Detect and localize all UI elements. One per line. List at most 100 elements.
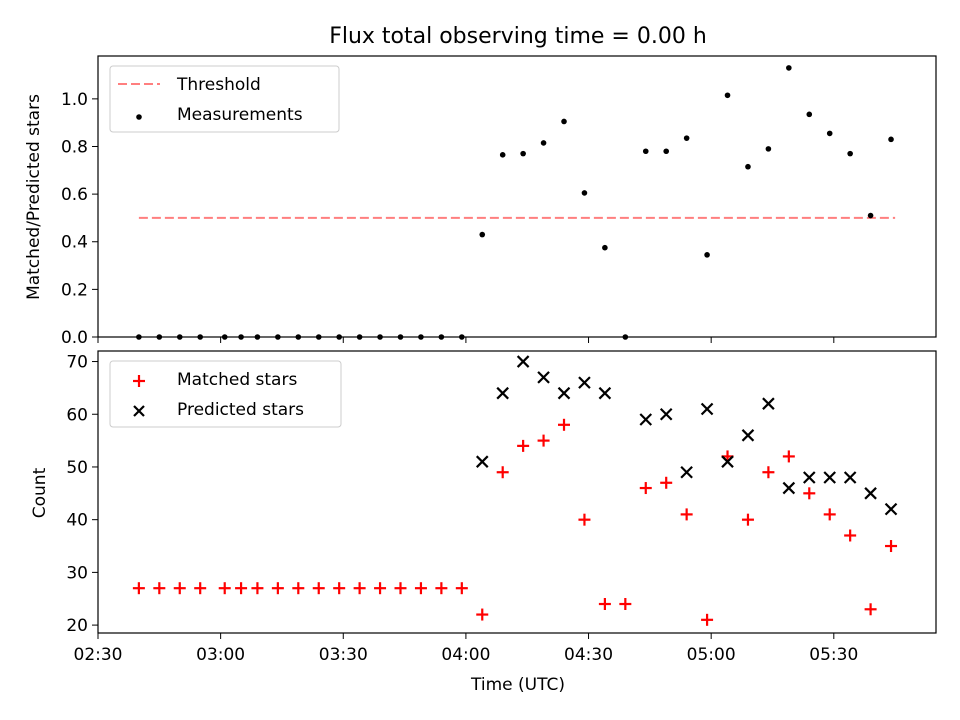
matched-star-point bbox=[476, 608, 489, 621]
measurement-point bbox=[847, 150, 853, 157]
measurement-point bbox=[561, 118, 567, 125]
chart-title: Flux total observing time = 0.00 h bbox=[329, 24, 707, 49]
matched-star-point bbox=[680, 508, 693, 521]
matched-star-point bbox=[194, 582, 207, 595]
matched-star-point bbox=[537, 434, 550, 447]
matched-star-point bbox=[823, 508, 836, 521]
matched-star-point bbox=[173, 582, 186, 595]
matched-star-point bbox=[701, 613, 714, 626]
predicted-star-point bbox=[537, 371, 550, 384]
measurement-point bbox=[888, 136, 894, 143]
predicted-star-point bbox=[721, 455, 734, 468]
bottom-x-tick-label: 05:00 bbox=[687, 645, 736, 665]
top-legend: Threshold Measurements bbox=[109, 65, 340, 133]
predicted-star-point bbox=[557, 386, 571, 400]
matched-star-point bbox=[762, 466, 775, 479]
predicted-star-point bbox=[864, 487, 877, 500]
top-y-tick-label: 0.0 bbox=[61, 328, 88, 348]
predicted-star-point bbox=[578, 376, 591, 389]
bottom-y-tick-label: 20 bbox=[66, 616, 88, 636]
predicted-star-point bbox=[496, 386, 509, 400]
bottom-y-axis-label: Count bbox=[30, 467, 50, 518]
top-y-tick-label: 0.4 bbox=[61, 233, 88, 253]
top-plot-frame bbox=[97, 55, 937, 338]
matched-star-point bbox=[803, 487, 816, 500]
top-legend-frame bbox=[109, 65, 340, 133]
top-y-axis-label: Matched/Predicted stars bbox=[24, 94, 44, 300]
top-x-ticks bbox=[97, 337, 835, 343]
top-y-tick-label: 0.8 bbox=[61, 137, 88, 157]
legend-measurements-swatch bbox=[136, 114, 142, 120]
bottom-y-tick-label: 30 bbox=[66, 563, 88, 583]
matched-star-point bbox=[517, 439, 530, 452]
matched-star-point bbox=[496, 466, 509, 479]
measurement-point bbox=[581, 190, 588, 196]
predicted-star-point bbox=[803, 471, 816, 484]
matched-star-point bbox=[132, 582, 145, 595]
measurement-point bbox=[602, 244, 608, 251]
bottom-x-tick-label: 04:00 bbox=[441, 645, 490, 665]
matched-star-point bbox=[353, 582, 366, 595]
measurement-point bbox=[642, 148, 649, 155]
matched-star-point bbox=[578, 513, 591, 526]
matched-star-point bbox=[251, 582, 264, 595]
measurement-point bbox=[765, 146, 772, 152]
matched-star-point bbox=[374, 582, 387, 595]
matched-star-point bbox=[558, 418, 571, 431]
measurement-point bbox=[704, 252, 710, 258]
matched-star-point bbox=[333, 582, 346, 595]
predicted-star-point bbox=[762, 397, 775, 410]
top-y-ticks: 0.0 0.2 0.4 0.6 0.8 1.0 bbox=[61, 90, 98, 348]
matched-star-point bbox=[619, 598, 632, 611]
measurement-point bbox=[745, 163, 751, 170]
matched-star-point bbox=[218, 582, 231, 595]
predicted-star-point bbox=[843, 471, 857, 484]
matched-star-point bbox=[414, 582, 427, 595]
matched-star-point bbox=[864, 603, 877, 616]
top-y-tick-label: 0.2 bbox=[61, 280, 88, 300]
matched-star-point bbox=[844, 529, 857, 542]
matched-star-point bbox=[435, 582, 448, 595]
matched-star-point bbox=[292, 582, 305, 595]
predicted-star-point bbox=[680, 465, 693, 479]
measurement-point bbox=[683, 135, 690, 141]
bottom-x-tick-label: 03:30 bbox=[319, 645, 368, 665]
measurement-point bbox=[806, 111, 813, 118]
legend-matched-label: Matched stars bbox=[177, 370, 297, 390]
bottom-y-tick-label: 50 bbox=[66, 458, 88, 478]
bottom-plot-frame bbox=[97, 350, 937, 634]
matched-star-point bbox=[312, 582, 325, 595]
predicted-star-point bbox=[639, 413, 653, 426]
predicted-star-point bbox=[700, 402, 714, 416]
bottom-x-ticks: 02:30 03:00 03:30 04:00 04:30 05:00 05:30 bbox=[74, 633, 858, 665]
bottom-x-tick-label: 05:30 bbox=[809, 645, 858, 665]
measurement-point bbox=[520, 150, 526, 157]
legend-threshold-label: Threshold bbox=[176, 75, 261, 95]
matched-star-point bbox=[598, 598, 611, 611]
predicted-star-point bbox=[598, 386, 612, 400]
legend-predicted-swatch bbox=[133, 405, 145, 417]
top-y-tick-label: 0.6 bbox=[61, 185, 88, 205]
matched-star-point bbox=[153, 582, 166, 595]
matched-star-point bbox=[782, 450, 795, 463]
bottom-y-tick-label: 70 bbox=[66, 353, 88, 373]
measurement-point bbox=[499, 152, 506, 158]
measurement-point bbox=[786, 65, 792, 71]
measurement-point bbox=[867, 212, 874, 219]
bottom-legend-frame bbox=[109, 360, 342, 428]
matched-star-point bbox=[885, 540, 898, 553]
top-panel: 0.0 0.2 0.4 0.6 0.8 1.0 Matched/Predicted sta… bbox=[24, 55, 937, 348]
predicted-star-points bbox=[475, 355, 898, 516]
bottom-y-tick-label: 60 bbox=[66, 405, 88, 425]
predicted-star-point bbox=[475, 455, 489, 468]
matched-star-points bbox=[132, 418, 898, 626]
top-y-tick-label: 1.0 bbox=[61, 90, 88, 110]
measurement-point bbox=[724, 92, 731, 99]
measurement-point bbox=[540, 140, 547, 146]
bottom-x-tick-label: 02:30 bbox=[74, 645, 123, 665]
predicted-star-point bbox=[659, 407, 673, 421]
predicted-star-point bbox=[884, 502, 898, 516]
matched-star-point bbox=[741, 513, 754, 526]
matched-star-point bbox=[271, 582, 284, 595]
predicted-star-point bbox=[782, 481, 796, 495]
